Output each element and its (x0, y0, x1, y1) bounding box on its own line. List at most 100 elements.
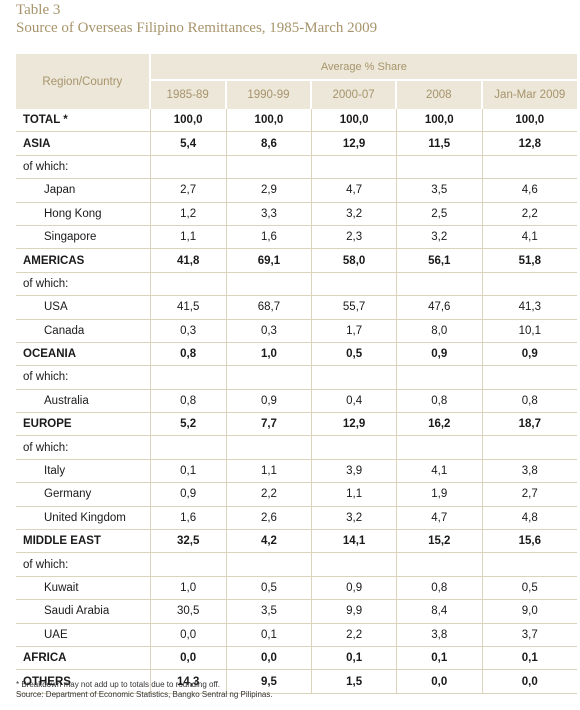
table-row: AMERICAS 41,8 69,1 58,0 56,1 51,8 (16, 249, 577, 273)
table-row: EUROPE 5,2 7,7 12,9 16,2 18,7 (16, 413, 577, 437)
row-label: TOTAL * (16, 109, 151, 133)
row-label: of which: (16, 155, 151, 180)
table-body: TOTAL * 100,0 100,0 100,0 100,0 100,0 ASIA 5,4 8… (16, 109, 577, 694)
value-cell (312, 366, 397, 390)
value-cell: 1,2 (150, 202, 227, 226)
value-cell: 2,9 (226, 179, 313, 203)
year-header: 2008 (396, 81, 483, 109)
value-cell: 4,1 (482, 226, 577, 250)
row-label: of which: (16, 553, 151, 577)
value-cell (396, 553, 483, 577)
value-cell: 2,6 (226, 506, 313, 531)
year-header: 2000-07 (312, 81, 397, 109)
row-label: Canada (16, 319, 151, 343)
value-cell: 68,7 (226, 296, 313, 320)
value-cell: 0,5 (312, 342, 397, 367)
average-share-header: Average % Share (150, 54, 577, 81)
value-cell: 30,5 (150, 600, 227, 624)
value-cell: 0,8 (150, 389, 227, 414)
table-row: MIDDLE EAST 32,5 4,2 14,1 15,2 15,6 (16, 530, 577, 554)
value-cell (312, 436, 397, 460)
value-cell: 1,0 (150, 576, 227, 601)
value-cell (150, 436, 227, 460)
value-cell: 0,1 (396, 646, 483, 671)
value-cell: 0,9 (482, 343, 577, 367)
value-cell: 2,2 (312, 623, 397, 647)
value-cell (226, 155, 313, 180)
value-cell: 32,5 (150, 530, 227, 554)
value-cell: 100,0 (482, 109, 577, 133)
value-cell: 0,0 (226, 646, 313, 671)
value-cell: 2,3 (312, 225, 397, 250)
row-label: Italy (16, 459, 151, 484)
row-label: Singapore (16, 225, 151, 250)
value-cell: 4,6 (482, 179, 577, 203)
value-cell: 55,7 (312, 296, 397, 320)
value-cell: 15,6 (482, 530, 577, 554)
table-row: of which: (16, 155, 577, 180)
year-header: Jan-Mar 2009 (482, 81, 577, 109)
value-cell: 8,4 (396, 600, 483, 624)
table-row: Kuwait 1,0 0,5 0,9 0,8 0,5 (16, 576, 577, 601)
row-label: Australia (16, 389, 151, 414)
row-label: Japan (16, 179, 151, 203)
table-row: of which: (16, 436, 577, 460)
value-cell: 3,2 (312, 506, 397, 531)
value-cell: 0,0 (150, 623, 227, 647)
value-cell: 4,8 (482, 507, 577, 531)
table-row: Singapore 1,1 1,6 2,3 3,2 4,1 (16, 225, 577, 250)
row-label: AMERICAS (16, 249, 151, 273)
table-row: Australia 0,8 0,9 0,4 0,8 0,8 (16, 389, 577, 414)
row-label: AFRICA (16, 646, 151, 671)
table-title: Source of Overseas Filipino Remittances,… (16, 20, 378, 36)
value-cell: 2,2 (482, 203, 577, 226)
row-label: OTHERS (16, 670, 151, 694)
table-row: OTHERS 14,3 9,5 1,5 0,0 0,0 (16, 670, 577, 694)
value-cell: 41,3 (482, 296, 577, 320)
value-cell: 0,4 (312, 389, 397, 414)
table-row: Hong Kong 1,2 3,3 3,2 2,5 2,2 (16, 202, 577, 226)
value-cell (482, 273, 577, 297)
value-cell: 0,3 (226, 319, 313, 343)
value-cell: 12,9 (312, 413, 397, 437)
value-cell: 16,2 (396, 413, 483, 437)
value-cell: 3,8 (396, 623, 483, 647)
table-row: Canada 0,3 0,3 1,7 8,0 10,1 (16, 319, 577, 343)
value-cell: 9,0 (482, 600, 577, 624)
footnote-rounding: * Breakdown may not add up to totals due… (16, 680, 220, 689)
year-header: 1990-99 (226, 81, 313, 109)
row-label: of which: (16, 272, 151, 297)
value-cell: 0,1 (312, 646, 397, 671)
value-cell: 0,1 (482, 647, 577, 671)
value-cell: 3,7 (482, 624, 577, 647)
table-row: UAE 0,0 0,1 2,2 3,8 3,7 (16, 623, 577, 647)
value-cell: 1,6 (226, 225, 313, 250)
footnote-source: Source: Department of Economic Statistic… (16, 690, 273, 699)
value-cell (312, 272, 397, 297)
value-cell: 56,1 (396, 249, 483, 273)
value-cell (396, 436, 483, 460)
value-cell: 0,8 (482, 390, 577, 414)
value-cell: 3,2 (396, 225, 483, 250)
value-cell (482, 436, 577, 460)
year-header: 1985-89 (150, 81, 227, 109)
row-label: Germany (16, 483, 151, 507)
value-cell: 0,5 (482, 577, 577, 601)
value-cell: 0,3 (150, 319, 227, 343)
table-row: Germany 0,9 2,2 1,1 1,9 2,7 (16, 483, 577, 507)
value-cell: 0,0 (396, 670, 483, 694)
value-cell (150, 553, 227, 577)
row-label: EUROPE (16, 413, 151, 437)
table-row: United Kingdom 1,6 2,6 3,2 4,7 4,8 (16, 506, 577, 531)
value-cell (482, 156, 577, 180)
value-cell (150, 155, 227, 180)
footnotes: * Breakdown may not add up to totals due… (16, 680, 273, 700)
value-cell: 4,7 (312, 179, 397, 203)
value-cell (226, 436, 313, 460)
value-cell: 4,7 (396, 506, 483, 531)
value-cell: 7,7 (226, 413, 313, 437)
value-cell: 1,6 (150, 506, 227, 531)
value-cell (226, 366, 313, 390)
value-cell: 3,2 (312, 202, 397, 226)
row-label: United Kingdom (16, 506, 151, 531)
